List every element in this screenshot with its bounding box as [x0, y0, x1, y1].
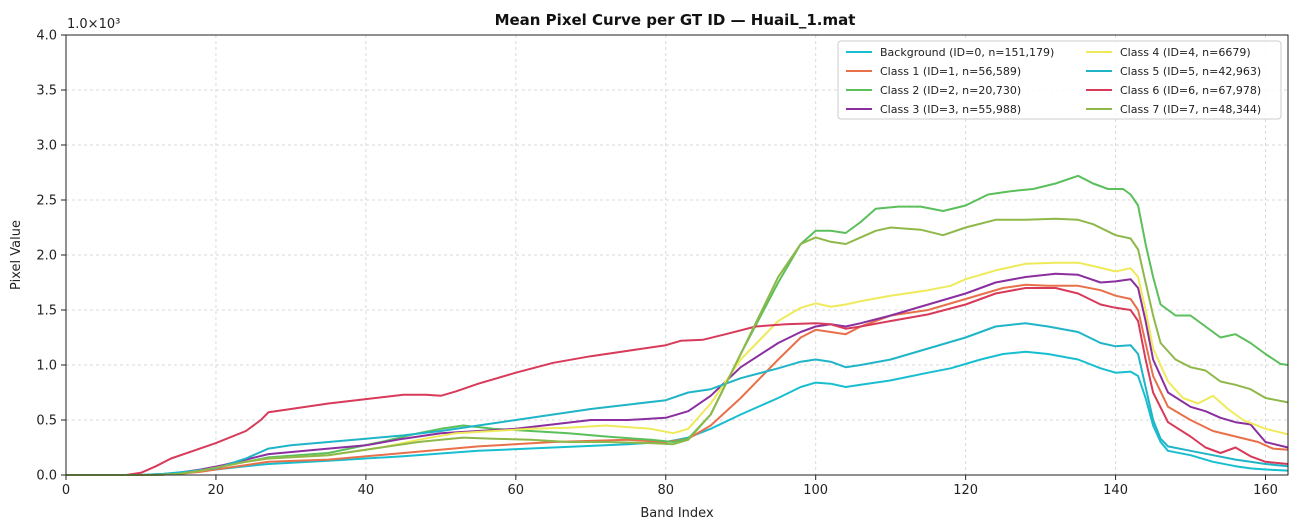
- legend-item-label: Class 5 (ID=5, n=42,963): [1120, 65, 1261, 78]
- legend-box: [837, 40, 1282, 120]
- legend-item-label: Class 3 (ID=3, n=55,988): [880, 103, 1021, 116]
- series-line-7: [66, 217, 1289, 476]
- x-tick-label: 60: [508, 483, 525, 498]
- legend-item-label: Class 2 (ID=2, n=20,730): [880, 84, 1021, 97]
- legend-item-label: Class 4 (ID=4, n=6679): [1120, 46, 1251, 59]
- y-tick-label: 4.0: [36, 29, 57, 44]
- series-line-1: [66, 283, 1289, 476]
- y-axis: 0.0 0.5 1.0 1.5 2.0 2.5 3.0 3.5 4.0: [36, 29, 66, 484]
- y-tick-label: 2.0: [36, 249, 57, 264]
- series-line-3: [66, 272, 1289, 476]
- x-tick-label: 80: [657, 483, 674, 498]
- legend-item-label: Background (ID=0, n=151,179): [880, 46, 1054, 59]
- x-tick-label: 100: [803, 483, 828, 498]
- x-axis-label: Band Index: [640, 506, 714, 521]
- x-axis: 0 20 40 60 80 100 120 140 160: [62, 475, 1278, 498]
- series-line-5: [66, 322, 1289, 476]
- x-tick-label: 20: [208, 483, 225, 498]
- x-tick-label: 140: [1103, 483, 1128, 498]
- y-tick-label: 0.5: [36, 414, 57, 429]
- legend-item-label: Class 1 (ID=1, n=56,589): [880, 65, 1021, 78]
- y-offset-text: 1.0×10³: [67, 17, 120, 32]
- y-tick-label: 1.5: [36, 304, 57, 319]
- y-tick-label: 3.5: [36, 84, 57, 99]
- x-tick-label: 160: [1253, 483, 1278, 498]
- series-lines: [66, 174, 1289, 476]
- y-tick-label: 3.0: [36, 139, 57, 154]
- series-line-2: [66, 174, 1289, 476]
- y-tick-label: 1.0: [36, 359, 57, 374]
- legend-item-label: Class 6 (ID=6, n=67,978): [1120, 84, 1261, 97]
- legend-item-label: Class 7 (ID=7, n=48,344): [1120, 103, 1261, 116]
- x-tick-label: 120: [953, 483, 978, 498]
- y-tick-label: 0.0: [36, 469, 57, 484]
- chart-title: Mean Pixel Curve per GT ID — HuaiL_1.mat: [495, 11, 856, 29]
- series-line-6: [66, 287, 1289, 476]
- y-axis-label: Pixel Value: [9, 220, 24, 290]
- x-tick-label: 40: [358, 483, 375, 498]
- series-line-0: [66, 350, 1289, 476]
- legend: Background (ID=0, n=151,179) Class 1 (ID=…: [837, 40, 1282, 120]
- x-tick-label: 0: [62, 483, 70, 498]
- y-tick-label: 2.5: [36, 194, 57, 209]
